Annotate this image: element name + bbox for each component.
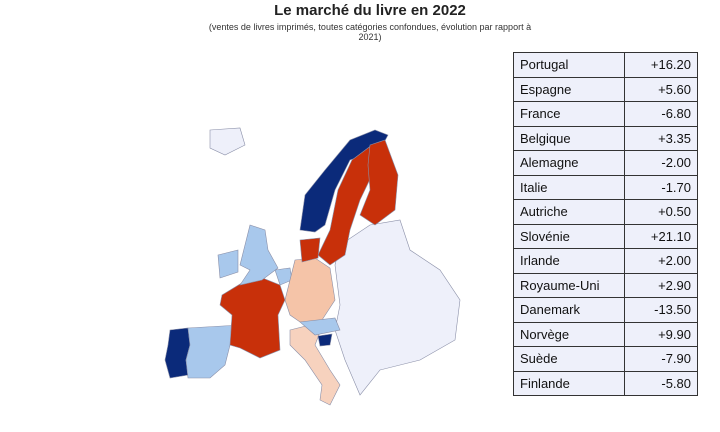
ireland [217, 249, 239, 279]
country-cell: Slovénie [513, 223, 625, 249]
table: Portugal +16.20 Espagne +5.60 France -6.80 Bel… [513, 52, 698, 396]
france [219, 274, 286, 359]
portugal [164, 327, 191, 379]
italy [289, 324, 341, 406]
value-cell: -2.00 [624, 150, 698, 176]
subtitle: (ventes de livres imprimés, toutes catég… [208, 22, 532, 42]
value-cell: +5.60 [624, 76, 698, 102]
east-europe [334, 219, 461, 396]
germany [284, 257, 336, 323]
country-cell: France [513, 101, 625, 127]
table-row: Portugal +16.20 [513, 52, 698, 78]
country-cell: Belgique [513, 125, 625, 151]
table-row: Belgique +3.35 [513, 125, 698, 151]
table-row: Finlande -5.80 [513, 370, 698, 396]
country-cell: Espagne [513, 76, 625, 102]
austria [299, 317, 341, 336]
country-cell: Finlande [513, 370, 625, 396]
title: Le marché du livre en 2022 [274, 2, 466, 19]
table-row: France -6.80 [513, 101, 698, 127]
finland [359, 139, 399, 226]
value-cell: +21.10 [624, 223, 698, 249]
map [164, 127, 461, 406]
country-cell: Portugal [513, 52, 625, 78]
uk [239, 224, 279, 286]
denmark [299, 237, 321, 263]
country-cell: Royaume-Uni [513, 272, 625, 298]
country-cell: Italie [513, 174, 625, 200]
slovenia [317, 333, 333, 347]
country-cell: Alemagne [513, 150, 625, 176]
value-cell: -13.50 [624, 297, 698, 323]
value-cell: +3.35 [624, 125, 698, 151]
table-row: Irlande +2.00 [513, 248, 698, 274]
value-cell: +2.00 [624, 248, 698, 274]
table-row: Alemagne -2.00 [513, 150, 698, 176]
country-cell: Irlande [513, 248, 625, 274]
country-cell: Autriche [513, 199, 625, 225]
value-cell: +2.90 [624, 272, 698, 298]
value-cell: -6.80 [624, 101, 698, 127]
table-row: Danemark -13.50 [513, 297, 698, 323]
value-cell: +0.50 [624, 199, 698, 225]
value-cell: -1.70 [624, 174, 698, 200]
table-row: Italie -1.70 [513, 174, 698, 200]
table-row: Norvège +9.90 [513, 321, 698, 347]
value-cell: +16.20 [624, 52, 698, 78]
country-cell: Danemark [513, 297, 625, 323]
table-row: Autriche +0.50 [513, 199, 698, 225]
value-cell: +9.90 [624, 321, 698, 347]
value-cell: -7.90 [624, 346, 698, 372]
table-row: Royaume-Uni +2.90 [513, 272, 698, 298]
table-row: Suède -7.90 [513, 346, 698, 372]
value-cell: -5.80 [624, 370, 698, 396]
table-row: Slovénie +21.10 [513, 223, 698, 249]
country-cell: Suède [513, 346, 625, 372]
table-row: Espagne +5.60 [513, 76, 698, 102]
country-cell: Norvège [513, 321, 625, 347]
iceland [209, 127, 246, 156]
